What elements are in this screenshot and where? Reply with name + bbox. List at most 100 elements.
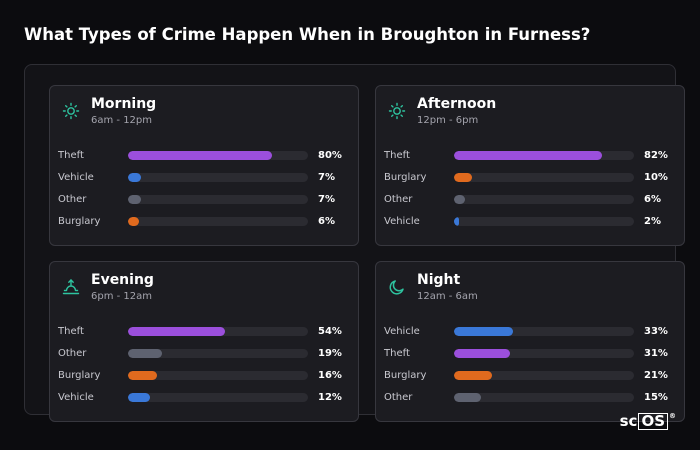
logo-boxed: OS bbox=[638, 413, 668, 430]
crime-row: Theft 31% bbox=[384, 344, 674, 366]
bar-track bbox=[128, 195, 308, 204]
bar-fill bbox=[128, 173, 141, 182]
bar-track bbox=[128, 393, 308, 402]
crime-label: Vehicle bbox=[384, 326, 420, 337]
bar-fill bbox=[454, 173, 472, 182]
card-night: Night 12am - 6am Vehicle 33% Theft 31% Burgl… bbox=[375, 261, 685, 422]
crime-label: Theft bbox=[384, 150, 410, 161]
crime-percentage: 6% bbox=[644, 194, 661, 205]
crime-label: Theft bbox=[58, 326, 84, 337]
moon-icon bbox=[388, 278, 406, 296]
card-evening: Evening 6pm - 12am Theft 54% Other 19% Burgl… bbox=[49, 261, 359, 422]
bar-fill bbox=[454, 393, 481, 402]
bar-fill bbox=[454, 195, 465, 204]
crime-label: Vehicle bbox=[384, 216, 420, 227]
crime-percentage: 21% bbox=[644, 370, 668, 381]
crime-label: Burglary bbox=[384, 172, 427, 183]
bar-track bbox=[454, 393, 634, 402]
crime-percentage: 10% bbox=[644, 172, 668, 183]
crime-row: Other 15% bbox=[384, 388, 674, 410]
crime-row: Vehicle 12% bbox=[58, 388, 348, 410]
crime-label: Theft bbox=[384, 348, 410, 359]
logo-registered-mark: ® bbox=[669, 412, 676, 420]
bar-track bbox=[128, 151, 308, 160]
crime-row: Theft 80% bbox=[58, 146, 348, 168]
crime-percentage: 7% bbox=[318, 172, 335, 183]
crime-percentage: 80% bbox=[318, 150, 342, 161]
crime-percentage: 19% bbox=[318, 348, 342, 359]
bar-track bbox=[454, 151, 634, 160]
crime-label: Burglary bbox=[384, 370, 427, 381]
bar-fill bbox=[128, 195, 141, 204]
crime-label: Other bbox=[384, 392, 413, 403]
crime-percentage: 7% bbox=[318, 194, 335, 205]
sunset-icon bbox=[62, 278, 80, 296]
bar-fill bbox=[128, 327, 226, 336]
bar-track bbox=[454, 173, 634, 182]
crime-row: Burglary 21% bbox=[384, 366, 674, 388]
bar-track bbox=[454, 371, 634, 380]
bar-track bbox=[454, 349, 634, 358]
card-subtitle: 6am - 12pm bbox=[91, 115, 153, 126]
bar-fill bbox=[128, 371, 157, 380]
bar-fill bbox=[454, 327, 514, 336]
crime-percentage: 16% bbox=[318, 370, 342, 381]
card-title: Evening bbox=[91, 272, 154, 288]
bar-track bbox=[128, 349, 308, 358]
bar-track bbox=[128, 327, 308, 336]
bar-fill bbox=[128, 151, 272, 160]
logo-prefix: sc bbox=[619, 412, 638, 430]
crime-label: Burglary bbox=[58, 370, 101, 381]
crime-percentage: 2% bbox=[644, 216, 661, 227]
crime-row: Vehicle 2% bbox=[384, 212, 674, 234]
bar-fill bbox=[454, 349, 510, 358]
scos-logo: sc OS ® bbox=[620, 412, 676, 430]
bar-track bbox=[454, 217, 634, 226]
crime-row: Other 19% bbox=[58, 344, 348, 366]
crime-row: Theft 82% bbox=[384, 146, 674, 168]
crime-label: Vehicle bbox=[58, 392, 94, 403]
card-subtitle: 12pm - 6pm bbox=[417, 115, 479, 126]
sun-icon bbox=[62, 102, 80, 120]
crime-row: Burglary 16% bbox=[58, 366, 348, 388]
crime-row: Other 6% bbox=[384, 190, 674, 212]
crime-label: Burglary bbox=[58, 216, 101, 227]
bar-track bbox=[128, 371, 308, 380]
bar-fill bbox=[454, 217, 460, 226]
card-subtitle: 12am - 6am bbox=[417, 291, 478, 302]
bar-track bbox=[454, 327, 634, 336]
crime-row: Burglary 6% bbox=[58, 212, 348, 234]
crime-row: Vehicle 7% bbox=[58, 168, 348, 190]
crime-percentage: 82% bbox=[644, 150, 668, 161]
sun-icon bbox=[388, 102, 406, 120]
crime-row: Theft 54% bbox=[58, 322, 348, 344]
crime-row: Vehicle 33% bbox=[384, 322, 674, 344]
card-title: Afternoon bbox=[417, 96, 497, 112]
crime-percentage: 6% bbox=[318, 216, 335, 227]
page-title: What Types of Crime Happen When in Broug… bbox=[24, 25, 591, 44]
crime-row: Burglary 10% bbox=[384, 168, 674, 190]
bar-track bbox=[454, 195, 634, 204]
bar-fill bbox=[128, 349, 163, 358]
crime-label: Other bbox=[58, 194, 87, 205]
crime-label: Theft bbox=[58, 150, 84, 161]
bar-track bbox=[128, 217, 308, 226]
crime-percentage: 15% bbox=[644, 392, 668, 403]
card-title: Morning bbox=[91, 96, 157, 112]
crime-label: Vehicle bbox=[58, 172, 94, 183]
card-subtitle: 6pm - 12am bbox=[91, 291, 153, 302]
crime-percentage: 33% bbox=[644, 326, 668, 337]
bar-track bbox=[128, 173, 308, 182]
card-morning: Morning 6am - 12pm Theft 80% Vehicle 7% Othe… bbox=[49, 85, 359, 246]
crime-label: Other bbox=[58, 348, 87, 359]
crime-percentage: 12% bbox=[318, 392, 342, 403]
crime-percentage: 31% bbox=[644, 348, 668, 359]
bar-fill bbox=[454, 371, 492, 380]
bar-fill bbox=[128, 393, 150, 402]
bar-fill bbox=[454, 151, 602, 160]
bar-fill bbox=[128, 217, 139, 226]
card-title: Night bbox=[417, 272, 461, 288]
crime-label: Other bbox=[384, 194, 413, 205]
crime-row: Other 7% bbox=[58, 190, 348, 212]
crime-percentage: 54% bbox=[318, 326, 342, 337]
